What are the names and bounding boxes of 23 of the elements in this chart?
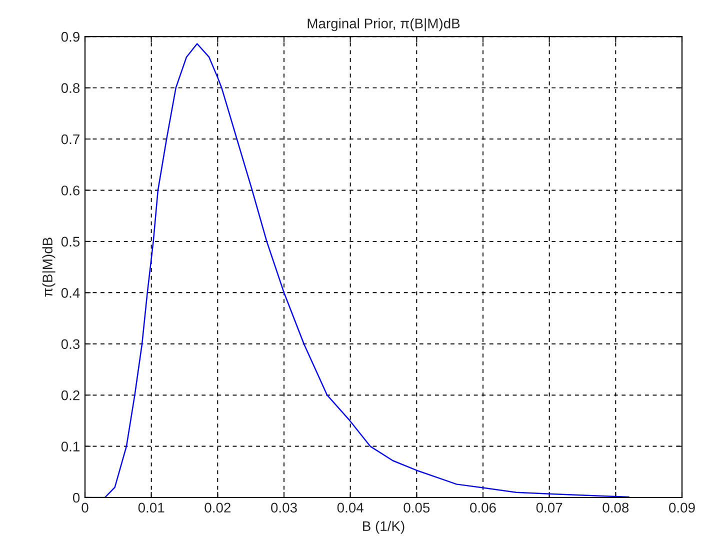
y-tick-label: 0.2: [61, 390, 80, 400]
x-tick-label: 0.05: [404, 502, 430, 513]
y-tick-label: 0.5: [61, 236, 80, 247]
y-tick-label: 0.3: [61, 339, 80, 350]
y-tick-label: 0.7: [61, 134, 80, 144]
y-tick-label: 0: [72, 492, 80, 503]
x-tick-label: 0.03: [271, 502, 297, 513]
y-tick-label: 0.1: [61, 442, 80, 452]
y-tick-label: 0.4: [61, 288, 80, 298]
x-tick-label: 0: [82, 502, 88, 513]
y-tick-label: 0.9: [61, 32, 80, 42]
x-tick-label: 0.01: [138, 502, 164, 513]
y-axis-title: π(B|M)dB: [42, 238, 56, 297]
x-tick-label: 0.09: [669, 502, 695, 513]
x-tick-label: 0.08: [602, 502, 629, 513]
y-tick-label: 0.6: [61, 186, 80, 196]
x-axis-title: B (1/K): [363, 520, 404, 534]
x-tick-label: 0.02: [204, 502, 230, 513]
x-tick-label: 0.07: [536, 502, 562, 513]
x-tick-label: 0.06: [470, 502, 496, 513]
chart-title: Marginal Prior, π(B|M)dB: [308, 18, 460, 32]
y-tick-label: 0.8: [61, 83, 80, 93]
x-tick-label: 0.04: [337, 502, 364, 513]
